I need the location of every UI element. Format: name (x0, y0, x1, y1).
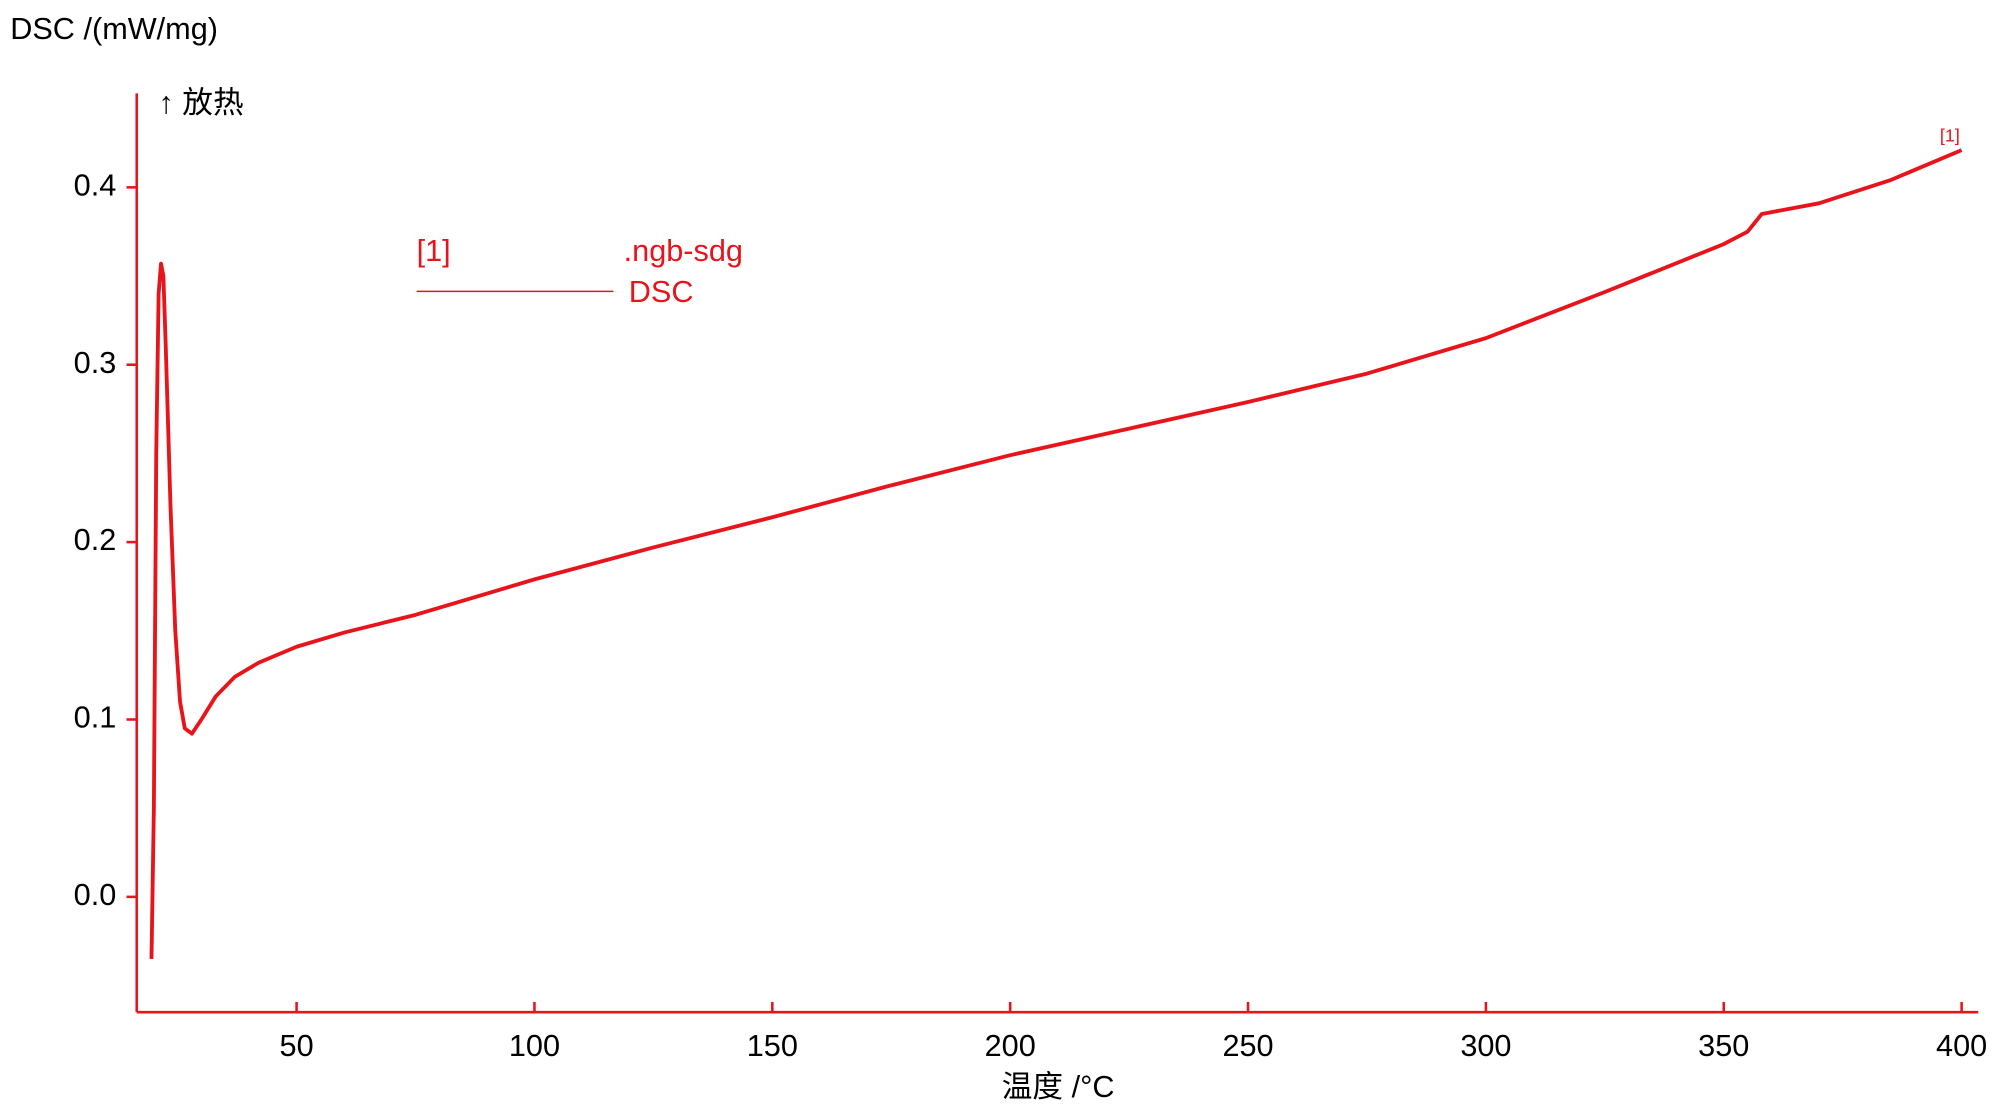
x-tick-label: 400 (1936, 1029, 1987, 1063)
end-label: [1] (1940, 125, 1960, 145)
legend-label: DSC (629, 275, 694, 309)
legend-file: .ngb-sdg (624, 234, 743, 268)
y-tick-label: 0.0 (74, 878, 117, 912)
x-tick-label: 350 (1698, 1029, 1749, 1063)
y-tick-label: 0.3 (74, 346, 117, 380)
y-axis-label: DSC /(mW/mg) (10, 12, 218, 46)
x-tick-label: 100 (509, 1029, 560, 1063)
direction-label: ↑ 放热 (158, 86, 243, 120)
y-tick-label: 0.2 (74, 523, 117, 557)
x-tick-label: 300 (1460, 1029, 1511, 1063)
x-tick-label: 200 (985, 1029, 1036, 1063)
legend-id: [1] (417, 234, 451, 268)
y-tick-label: 0.4 (74, 168, 117, 202)
x-tick-label: 50 (280, 1029, 314, 1063)
data-line (149, 148, 1963, 959)
y-tick-label: 0.1 (74, 701, 117, 735)
x-axis-label: 温度 /°C (1002, 1070, 1115, 1104)
x-tick-label: 150 (747, 1029, 798, 1063)
x-tick-label: 250 (1222, 1029, 1273, 1063)
